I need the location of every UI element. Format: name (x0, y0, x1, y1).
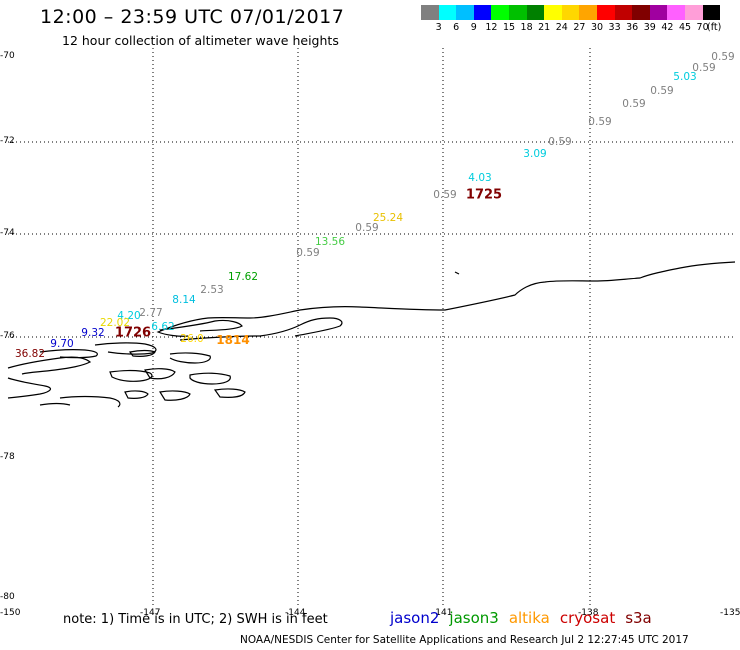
color-scale-label: 33 (608, 22, 621, 33)
color-scale-label: 70 (696, 22, 709, 33)
longitude-tick-label: -141 (432, 608, 453, 618)
wave-height-value: 8.14 (172, 294, 196, 306)
color-scale-label: 36 (626, 22, 639, 33)
satellite-legend: jason2 jason3 altika cryosat s3a (390, 609, 652, 627)
latitude-tick-label: -78 (0, 452, 15, 462)
wave-height-value: 26.0 (180, 333, 204, 345)
color-scale-swatch (561, 5, 580, 20)
observation-time-label: 1725 (465, 187, 503, 203)
wave-height-value: 13.56 (314, 236, 346, 248)
footer-note: note: 1) Time is in UTC; 2) SWH is in fe… (63, 612, 328, 627)
color-scale-label: 45 (678, 22, 692, 33)
wave-height-value: 9.32 (81, 327, 105, 339)
latitude-tick-label: -76 (0, 331, 15, 341)
longitude-tick-label: -144 (285, 608, 306, 618)
observation-time-label: 1726 (114, 325, 152, 341)
color-scale-swatch (456, 5, 474, 20)
color-scale-label: 24 (555, 22, 568, 33)
wave-height-value: 4.03 (468, 172, 492, 184)
latitude-tick-label: -70 (0, 51, 15, 61)
color-scale-label: 27 (573, 22, 586, 33)
color-scale-swatch (473, 5, 492, 20)
color-scale-swatch (667, 5, 685, 20)
latitude-tick-label: -72 (0, 136, 15, 146)
color-scale-label: 3 (435, 22, 442, 33)
color-scale-label: 42 (661, 22, 674, 33)
legend-item-s3a: s3a (625, 609, 652, 627)
color-scale-swatch (596, 5, 615, 20)
color-scale-label: 39 (643, 22, 656, 33)
footer-credit: NOAA/NESDIS Center for Satellite Applica… (240, 634, 689, 646)
color-scale-swatch (438, 5, 457, 20)
longitude-tick-label: -150 (0, 608, 21, 618)
color-scale-swatch (421, 5, 439, 20)
color-scale-bar (421, 5, 721, 20)
color-scale-label: 15 (502, 22, 516, 33)
color-scale-label: 6 (453, 22, 460, 33)
color-scale-label: 18 (520, 22, 533, 33)
color-scale-label: 9 (470, 22, 477, 33)
color-scale-swatch (702, 5, 721, 20)
color-scale-swatch (579, 5, 597, 20)
color-scale-swatch (544, 5, 562, 20)
wave-height-value: 2.77 (139, 307, 163, 319)
color-scale-label: 12 (485, 22, 498, 33)
wave-height-value: 0.59 (692, 62, 716, 74)
color-scale-swatch (491, 5, 509, 20)
wave-height-value: 25.24 (372, 212, 404, 224)
color-scale-swatch (614, 5, 633, 20)
wave-height-value: 0.59 (355, 222, 379, 234)
color-scale-swatch (632, 5, 650, 20)
legend-item-jason3: jason3 (449, 609, 499, 627)
wave-height-value: 17.62 (227, 271, 259, 283)
latitude-tick-label: -74 (0, 228, 15, 238)
legend-item-cryosat: cryosat (559, 609, 616, 627)
color-scale-label: (ft) (707, 22, 722, 33)
wave-height-value: 0.59 (711, 51, 735, 63)
wave-height-value: 36.82 (14, 348, 46, 360)
wave-height-value: 0.59 (588, 116, 612, 128)
wave-height-value: 6.62 (151, 321, 175, 333)
wave-height-value: 1814 (216, 333, 250, 347)
wave-height-value: 5.03 (673, 71, 697, 83)
grid-lines (8, 48, 735, 608)
wave-height-value: 22.02 (99, 317, 131, 329)
latitude-tick-label: -80 (0, 592, 15, 602)
color-scale-swatch (526, 5, 545, 20)
color-scale-swatch (649, 5, 668, 20)
legend-item-jason2: jason2 (390, 609, 440, 627)
wave-height-value: 3.09 (523, 148, 547, 160)
wave-height-value: 0.59 (650, 85, 674, 97)
map-subtitle: 12 hour collection of altimeter wave hei… (62, 33, 339, 48)
wave-height-value: 0.59 (622, 98, 646, 110)
coastline (7, 261, 736, 408)
color-scale-label: 21 (538, 22, 551, 33)
wave-height-value: 0.59 (548, 136, 572, 148)
wave-height-value: 0.59 (433, 189, 457, 201)
longitude-tick-label: -147 (140, 608, 161, 618)
longitude-tick-label: -138 (578, 608, 599, 618)
map-title: 12:00 – 23:59 UTC 07/01/2017 (40, 6, 345, 28)
legend-item-altika: altika (508, 609, 550, 627)
longitude-tick-label: -135 (720, 608, 740, 618)
color-scale-swatch (684, 5, 703, 20)
wave-height-value: 9.70 (50, 338, 74, 350)
wave-height-value: 2.53 (200, 284, 224, 296)
wave-height-value: 4.20 (117, 310, 141, 322)
wave-height-value: 0.59 (296, 247, 320, 259)
color-scale-label: 30 (590, 22, 604, 33)
color-scale-swatch (508, 5, 527, 20)
